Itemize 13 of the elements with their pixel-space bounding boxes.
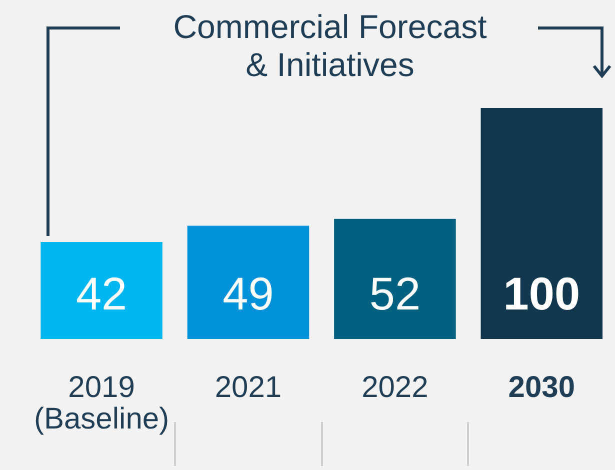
data-label: 42 bbox=[76, 268, 128, 320]
text: Commercial Forecast & Initiatives bbox=[172, 8, 488, 84]
bar bbox=[40, 242, 162, 339]
x-tick-label: 2022 bbox=[362, 371, 428, 404]
bar bbox=[480, 108, 603, 339]
x-tick-label: 2019 (Baseline) bbox=[34, 371, 170, 436]
bar bbox=[334, 218, 456, 339]
data-label: 52 bbox=[369, 268, 421, 320]
x-tick-label: 2030 bbox=[508, 371, 576, 404]
bar bbox=[187, 226, 310, 339]
data-label: 49 bbox=[222, 268, 274, 320]
data-label: 100 bbox=[503, 268, 580, 320]
x-tick-label: 2021 bbox=[214, 371, 282, 404]
